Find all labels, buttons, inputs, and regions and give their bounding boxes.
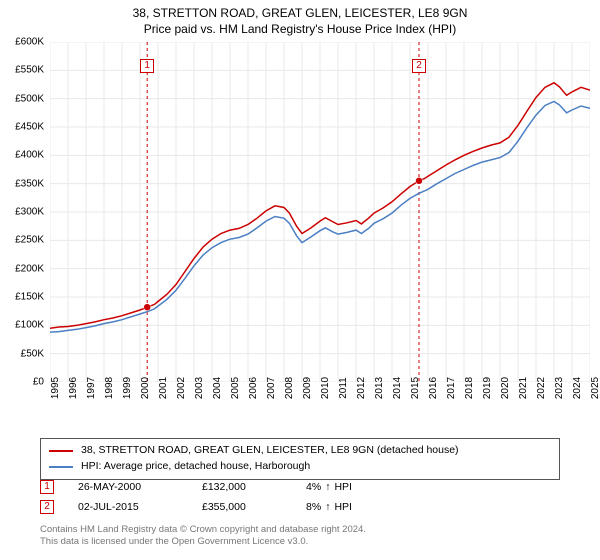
x-tick-label: 2023 (554, 377, 565, 399)
x-tick-label: 1999 (122, 377, 133, 399)
event-price-2: £355,000 (202, 501, 282, 513)
chart-marker-box: 2 (412, 59, 426, 73)
x-tick-label: 2000 (140, 377, 151, 399)
y-tick-label: £400K (15, 150, 44, 161)
footer-note: Contains HM Land Registry data © Crown c… (40, 524, 560, 549)
x-tick-label: 2021 (518, 377, 529, 399)
x-tick-label: 2007 (266, 377, 277, 399)
x-tick-label: 1996 (68, 377, 79, 399)
title-sub: Price paid vs. HM Land Registry's House … (0, 22, 600, 38)
y-tick-label: £200K (15, 263, 44, 274)
x-tick-label: 2019 (482, 377, 493, 399)
x-tick-label: 2006 (248, 377, 259, 399)
y-tick-label: £250K (15, 235, 44, 246)
x-tick-label: 2009 (302, 377, 313, 399)
x-tick-label: 2012 (356, 377, 367, 399)
x-tick-label: 2008 (284, 377, 295, 399)
x-tick-label: 2001 (158, 377, 169, 399)
event-marker-2: 2 (40, 500, 54, 514)
x-tick-label: 1995 (50, 377, 61, 399)
x-tick-label: 2004 (212, 377, 223, 399)
arrow-up-icon: ↑ (325, 481, 330, 493)
chart-wrap: £0 £50K £100K £150K £200K £250K £300K £350K £400… (8, 42, 592, 412)
title-main: 38, STRETTON ROAD, GREAT GLEN, LEICESTER… (0, 6, 600, 22)
event-date-2: 02-JUL-2015 (78, 501, 178, 513)
y-tick-label: £600K (15, 37, 44, 48)
event-pct-2: 8% ↑ HPI (306, 501, 352, 513)
x-tick-label: 2010 (320, 377, 331, 399)
event-row-1: 1 26-MAY-2000 £132,000 4% ↑ HPI (40, 480, 560, 494)
y-tick-label: £300K (15, 207, 44, 218)
chart-svg (50, 42, 590, 382)
plot-area: 12 (50, 42, 590, 382)
legend-swatch-2 (49, 466, 73, 468)
legend-swatch-1 (49, 450, 73, 452)
y-tick-label: £150K (15, 292, 44, 303)
x-tick-label: 2016 (428, 377, 439, 399)
events-block: 1 26-MAY-2000 £132,000 4% ↑ HPI 2 02-JUL… (40, 480, 560, 520)
x-tick-label: 2015 (410, 377, 421, 399)
y-tick-label: £50K (21, 348, 44, 359)
arrow-up-icon: ↑ (325, 501, 330, 513)
title-block: 38, STRETTON ROAD, GREAT GLEN, LEICESTER… (0, 0, 600, 39)
y-tick-label: £550K (15, 65, 44, 76)
legend-box: 38, STRETTON ROAD, GREAT GLEN, LEICESTER… (40, 438, 560, 480)
x-tick-label: 2017 (446, 377, 457, 399)
legend-row-1: 38, STRETTON ROAD, GREAT GLEN, LEICESTER… (49, 443, 551, 459)
x-tick-label: 2025 (590, 377, 600, 399)
y-axis-labels: £0£50K£100K£150K£200K£250K£300K£350K£400… (8, 42, 48, 382)
x-tick-label: 2020 (500, 377, 511, 399)
legend-label-2: HPI: Average price, detached house, Harb… (81, 459, 310, 475)
event-marker-1: 1 (40, 480, 54, 494)
y-tick-label: £350K (15, 178, 44, 189)
legend-label-1: 38, STRETTON ROAD, GREAT GLEN, LEICESTER… (81, 443, 459, 459)
y-tick-label: £100K (15, 320, 44, 331)
footer-line1: Contains HM Land Registry data © Crown c… (40, 524, 366, 535)
x-tick-label: 2018 (464, 377, 475, 399)
y-tick-label: £450K (15, 122, 44, 133)
x-tick-label: 2003 (194, 377, 205, 399)
x-tick-label: 1997 (86, 377, 97, 399)
chart-marker-box: 1 (140, 59, 154, 73)
x-tick-label: 1998 (104, 377, 115, 399)
legend-row-2: HPI: Average price, detached house, Harb… (49, 459, 551, 475)
x-tick-label: 2022 (536, 377, 547, 399)
footer-line2: This data is licensed under the Open Gov… (40, 536, 308, 547)
y-tick-label: £0 (33, 377, 44, 388)
event-pct-1: 4% ↑ HPI (306, 481, 352, 493)
y-tick-label: £500K (15, 93, 44, 104)
x-tick-label: 2002 (176, 377, 187, 399)
event-row-2: 2 02-JUL-2015 £355,000 8% ↑ HPI (40, 500, 560, 514)
x-tick-label: 2014 (392, 377, 403, 399)
x-axis-labels: 1995199619971998199920002001200220032004… (50, 384, 590, 414)
chart-container: 38, STRETTON ROAD, GREAT GLEN, LEICESTER… (0, 0, 600, 560)
x-tick-label: 2005 (230, 377, 241, 399)
x-tick-label: 2013 (374, 377, 385, 399)
event-price-1: £132,000 (202, 481, 282, 493)
x-tick-label: 2011 (338, 377, 349, 399)
x-tick-label: 2024 (572, 377, 583, 399)
event-date-1: 26-MAY-2000 (78, 481, 178, 493)
